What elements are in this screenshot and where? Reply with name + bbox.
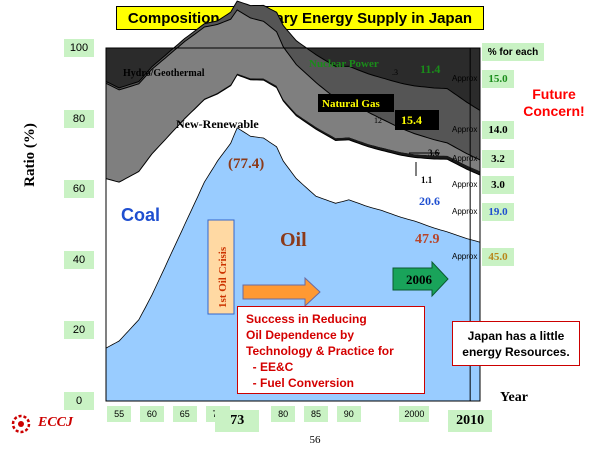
right-value-box: 45.0 — [482, 248, 514, 266]
year-2006-arrow-icon — [392, 260, 449, 298]
success-line-2: Oil Dependence by — [246, 328, 355, 342]
success-line-1: Success in Reducing — [246, 312, 367, 326]
series-boundary-line-c4 — [105, 0, 481, 111]
data-label-oil-peak: (77.4) — [228, 156, 264, 172]
success-line-3: Technology & Practice for — [246, 344, 394, 358]
eccj-logo: ECCJ — [10, 413, 80, 435]
right-value-box: 15.0 — [482, 70, 514, 88]
y-axis-label: Ratio (%) — [22, 123, 38, 187]
approx-label: Approx — [452, 125, 478, 134]
approx-label: Approx — [452, 74, 478, 83]
future-concern-callout: Future Concern! — [514, 86, 594, 120]
data-label-gas-low: 12 — [374, 116, 382, 125]
series-label-natural-gas: Natural Gas — [322, 98, 380, 110]
success-callout: Success in Reducing Oil Dependence by Te… — [237, 306, 425, 394]
approx-label: Approx — [452, 154, 478, 163]
x-tick-label: 85 — [303, 406, 328, 422]
page-number: 56 — [309, 434, 321, 446]
data-label-gas-2006: 15.4 — [401, 113, 422, 127]
x-tick-label: 2000 — [399, 406, 430, 422]
approx-label: Approx — [452, 207, 478, 216]
oil-crisis-label: 1st Oil Crisis — [217, 246, 229, 308]
y-tick-label: 20 — [64, 321, 94, 340]
series-label-coal: Coal — [121, 205, 160, 225]
japan-callout: Japan has a little energy Resources. — [452, 321, 580, 366]
right-value-box: 3.2 — [482, 150, 514, 168]
data-label-hydro-2006: 3.6 — [428, 148, 440, 158]
x-tick-label: 90 — [336, 406, 361, 422]
japan-line-2: energy Resources. — [462, 344, 570, 359]
natural-gas-label-box — [318, 94, 394, 112]
x-tick-label: 80 — [271, 406, 296, 422]
success-line-4: - EE&C — [246, 360, 294, 374]
y-tick-label: 60 — [64, 180, 94, 199]
eccj-logo-icon — [11, 414, 31, 434]
approx-label: Approx — [452, 180, 478, 189]
data-label-renewable-2006: 1.1 — [421, 175, 433, 185]
series-boundary-line-c1 — [105, 74, 481, 183]
japan-line-1: Japan has a little — [467, 328, 565, 343]
series-boundary-line-o — [105, 127, 481, 349]
oil-crisis-label-box — [207, 219, 235, 315]
right-value-box: 14.0 — [482, 121, 514, 139]
series-label-renewable: New-Renewable — [176, 117, 259, 131]
approx-label: Approx — [452, 252, 478, 261]
success-arrow-icon — [242, 276, 321, 308]
x-tick-label: 73 — [215, 410, 260, 432]
series-hydro-area — [106, 9, 480, 183]
right-value-box: 19.0 — [482, 203, 514, 221]
x-tick-label: 55 — [107, 406, 132, 422]
future-concern-line1: Future — [532, 86, 576, 102]
eccj-logo-text: ECCJ — [38, 415, 74, 430]
right-value-box: 3.0 — [482, 176, 514, 194]
natural-gas-2006-value-box — [395, 110, 439, 130]
future-concern-line2: Concern! — [523, 103, 585, 119]
percent-header: % for each — [482, 43, 544, 61]
series-label-nuclear: Nuclear Power — [309, 58, 379, 70]
series-boundary-line-c3 — [105, 9, 481, 161]
x-tick-label: 65 — [172, 406, 197, 422]
series-label-hydro: Hydro/Geothermal — [123, 68, 205, 79]
x-tick-label: 2010 — [448, 410, 493, 432]
y-tick-label: 80 — [64, 109, 94, 128]
plot-frame — [105, 47, 481, 402]
y-tick-label: 40 — [64, 250, 94, 269]
x-tick-label: 60 — [139, 406, 164, 422]
y-tick-label: 0 — [64, 392, 94, 410]
data-label-coal-2006: 20.6 — [419, 194, 440, 208]
series-natural-gas-area — [106, 1, 480, 160]
y-tick-label: 100 — [64, 39, 94, 57]
x-axis-label: Year — [500, 390, 528, 405]
data-label-nuclear-2006: 11.4 — [420, 62, 440, 76]
series-label-oil: Oil — [280, 229, 307, 251]
year-2006-arrow-label: 2006 — [406, 272, 433, 287]
data-label-oil-2006: 47.9 — [415, 232, 440, 247]
success-line-5: - Fuel Conversion — [246, 376, 355, 390]
data-label-nuclear-low: .3 — [392, 68, 398, 77]
series-coal-area — [106, 74, 480, 349]
